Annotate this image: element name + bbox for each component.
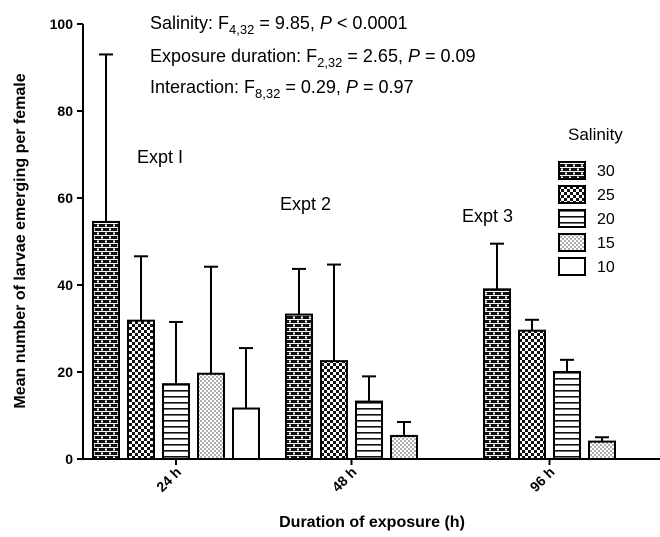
bar-48h-salinity-20 [355, 400, 383, 460]
bar-96h-salinity-30 [483, 288, 511, 460]
legend-label-10: 10 [597, 259, 615, 276]
x-tick-label: 48 h [328, 464, 359, 495]
legend-swatch-25 [558, 185, 586, 204]
bar-96h-salinity-15 [588, 440, 616, 461]
bar-24h-salinity-25 [127, 319, 155, 461]
legend-label-25: 25 [597, 187, 615, 204]
bar-48h-salinity-30 [285, 313, 313, 460]
y-tick-label: 40 [57, 277, 73, 293]
legend-title: Salinity [568, 125, 623, 144]
bar-96h-salinity-20 [553, 371, 581, 460]
y-tick-label: 80 [57, 103, 73, 119]
legend-swatch-30 [558, 161, 586, 180]
y-tick-label: 20 [57, 364, 73, 380]
annotation-exposure-duration: Exposure duration: F2,32 = 2.65, P = 0.0… [150, 46, 476, 70]
legend-swatch-15 [558, 233, 586, 252]
y-tick-label: 0 [65, 451, 73, 467]
annotation-salinity: Salinity: F4,32 = 9.85, P < 0.0001 [150, 13, 408, 37]
bar-96h-salinity-25 [518, 329, 546, 460]
y-axis-title: Mean number of larvae emerging per femal… [12, 73, 29, 408]
legend-swatch-10 [558, 257, 586, 276]
y-axis: 0 20 40 60 80 100 [50, 16, 84, 467]
bar-48h-salinity-15 [390, 434, 418, 461]
group-label-expt-1: Expt I [137, 147, 183, 167]
legend-swatch-20 [558, 209, 586, 228]
bar-24h-salinity-20 [162, 383, 190, 460]
bar-24h-salinity-10 [232, 407, 260, 461]
x-axis: 24 h 48 h 96 h [83, 458, 660, 495]
x-tick-label: 96 h [526, 464, 557, 495]
bar-24h-salinity-15 [197, 372, 225, 460]
x-axis-title: Duration of exposure (h) [279, 514, 465, 531]
annotation-interaction: Interaction: F8,32 = 0.29, P = 0.97 [150, 77, 413, 101]
group-label-expt-3: Expt 3 [462, 206, 513, 226]
bar-24h-salinity-30 [92, 220, 120, 460]
bars [92, 53, 616, 461]
legend-label-30: 30 [597, 163, 615, 180]
legend-label-15: 15 [597, 235, 615, 252]
legend-label-20: 20 [597, 211, 615, 228]
legend: 30 25 20 15 10 [558, 161, 615, 276]
bar-48h-salinity-25 [320, 360, 348, 460]
y-tick-label: 100 [50, 16, 74, 32]
y-tick-label: 60 [57, 190, 73, 206]
group-label-expt-2: Expt 2 [280, 194, 331, 214]
x-tick-label: 24 h [153, 464, 184, 495]
